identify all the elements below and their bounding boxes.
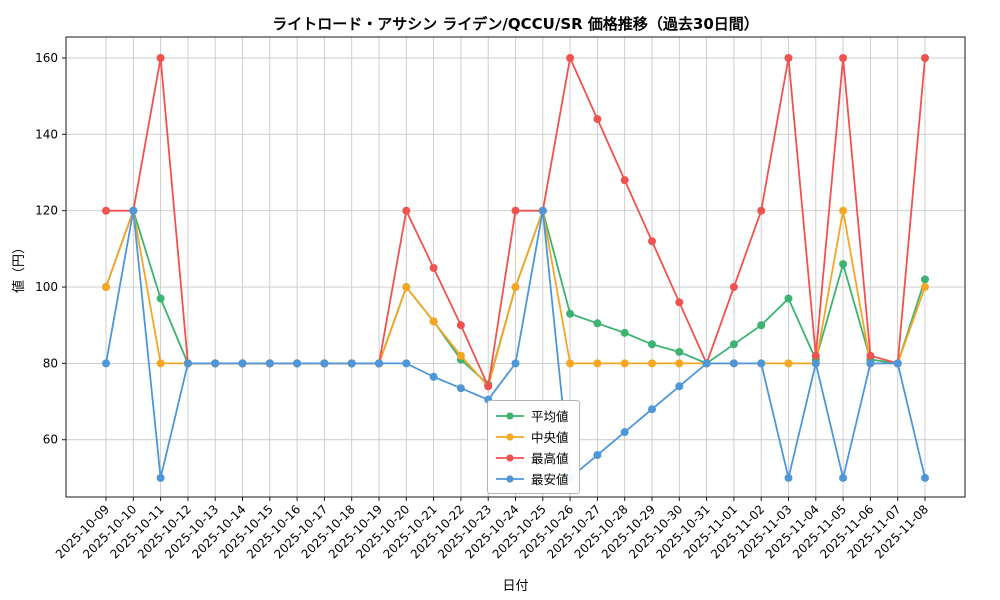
data-point xyxy=(429,263,438,272)
data-point xyxy=(893,359,902,368)
data-point xyxy=(320,359,329,368)
data-point xyxy=(102,206,111,215)
data-point xyxy=(920,283,929,292)
chart-title: ライトロード・アサシン ライデン/QCCU/SR 価格推移（過去30日間） xyxy=(272,15,759,33)
legend-item-median: 中央値 xyxy=(495,427,569,446)
data-point xyxy=(620,176,629,185)
data-point xyxy=(375,359,384,368)
data-point xyxy=(811,359,820,368)
data-point xyxy=(511,206,520,215)
data-point xyxy=(402,359,411,368)
data-point xyxy=(156,473,165,482)
legend-label-max: 最高値 xyxy=(531,451,569,466)
data-point xyxy=(620,359,629,368)
data-point xyxy=(920,275,929,284)
legend-item-average: 平均値 xyxy=(495,406,569,425)
y-tick-label: 120 xyxy=(35,204,58,218)
data-point xyxy=(456,321,465,330)
data-point xyxy=(566,309,575,318)
data-point xyxy=(429,372,438,381)
legend-label-average: 平均値 xyxy=(531,409,569,424)
data-point xyxy=(729,359,738,368)
data-point xyxy=(456,384,465,393)
data-point xyxy=(839,206,848,215)
data-point xyxy=(347,359,356,368)
data-point xyxy=(293,359,302,368)
data-point xyxy=(784,473,793,482)
data-point xyxy=(675,382,684,391)
data-point xyxy=(511,283,520,292)
data-point xyxy=(647,340,656,349)
legend-label-min: 最安値 xyxy=(531,472,569,487)
legend-line-sample-max xyxy=(496,453,524,462)
data-point xyxy=(566,53,575,62)
y-tick-label: 100 xyxy=(35,280,58,294)
chart-legend: 平均値 中央値 最高値 最安値 xyxy=(487,400,580,494)
data-point xyxy=(129,206,138,215)
data-point xyxy=(757,206,766,215)
legend-line-sample-average xyxy=(496,411,524,420)
y-tick-label: 160 xyxy=(35,51,58,65)
data-point xyxy=(920,473,929,482)
data-point xyxy=(675,298,684,307)
data-point xyxy=(784,294,793,303)
data-point xyxy=(102,359,111,368)
data-point xyxy=(538,206,547,215)
y-tick-label: 140 xyxy=(35,127,58,141)
data-point xyxy=(620,328,629,337)
data-point xyxy=(183,359,192,368)
data-point xyxy=(647,405,656,414)
data-point xyxy=(839,473,848,482)
data-point xyxy=(402,283,411,292)
y-tick-label: 80 xyxy=(43,356,58,370)
data-point xyxy=(511,359,520,368)
data-point xyxy=(866,351,875,360)
legend-item-min: 最安値 xyxy=(495,469,569,488)
data-point xyxy=(811,351,820,360)
data-point xyxy=(839,260,848,269)
data-point xyxy=(920,53,929,62)
data-point xyxy=(729,340,738,349)
legend-label-median: 中央値 xyxy=(531,430,569,445)
data-point xyxy=(156,53,165,62)
legend-line-sample-median xyxy=(496,432,524,441)
series-min xyxy=(102,206,929,482)
data-point xyxy=(757,359,766,368)
data-point xyxy=(156,294,165,303)
data-point xyxy=(429,317,438,326)
data-point xyxy=(265,359,274,368)
data-point xyxy=(647,237,656,246)
legend-item-max: 最高値 xyxy=(495,448,569,467)
data-point xyxy=(675,347,684,356)
data-point xyxy=(866,359,875,368)
data-point xyxy=(402,206,411,215)
data-point xyxy=(593,115,602,124)
data-point xyxy=(102,283,111,292)
data-point xyxy=(211,359,220,368)
data-point xyxy=(484,382,493,391)
data-point xyxy=(784,53,793,62)
data-point xyxy=(620,428,629,437)
data-point xyxy=(456,351,465,360)
y-axis-ticks: 60 80 100 120 140 160 xyxy=(35,51,66,447)
data-point xyxy=(593,451,602,460)
legend-line-sample-min xyxy=(496,474,524,483)
data-point xyxy=(702,359,711,368)
data-point xyxy=(784,359,793,368)
data-point xyxy=(675,359,684,368)
x-axis-ticks: 2025-10-092025-10-102025-10-112025-10-12… xyxy=(53,497,931,561)
data-point xyxy=(156,359,165,368)
data-point xyxy=(238,359,247,368)
data-point xyxy=(729,283,738,292)
y-tick-label: 60 xyxy=(43,433,58,447)
data-point xyxy=(757,321,766,330)
data-point xyxy=(593,359,602,368)
data-point xyxy=(839,53,848,62)
data-point xyxy=(593,319,602,328)
data-point xyxy=(566,359,575,368)
data-point xyxy=(647,359,656,368)
x-axis-label: 日付 xyxy=(502,579,529,594)
